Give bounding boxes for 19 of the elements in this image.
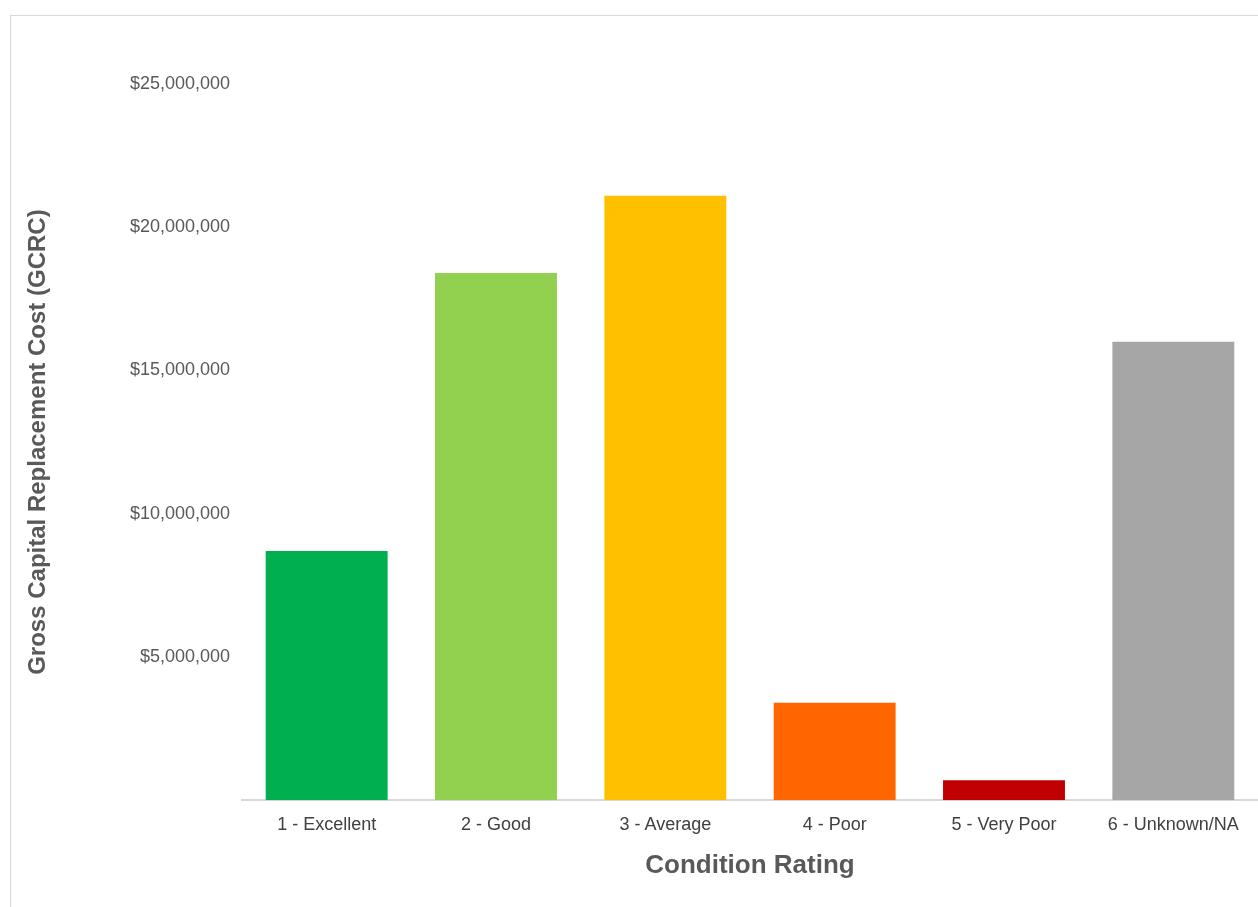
bar bbox=[1112, 341, 1235, 801]
bar bbox=[773, 702, 896, 801]
y-tick-label: $20,000,000 bbox=[129, 216, 230, 237]
x-tick-label: 5 - Very Poor bbox=[951, 813, 1057, 834]
x-tick-label: 6 - Unknown/NA bbox=[1107, 813, 1239, 834]
bar bbox=[435, 273, 557, 801]
x-tick-label: 2 - Good bbox=[460, 813, 532, 834]
y-tick-label: $10,000,000 bbox=[129, 502, 230, 523]
bar bbox=[265, 550, 388, 801]
y-tick-label: $15,000,000 bbox=[129, 359, 230, 380]
y-tick-label: $5,000,000 bbox=[139, 645, 230, 666]
y-axis-title: Gross Capital Replacement Cost (GCRC) bbox=[23, 209, 51, 675]
bar bbox=[604, 195, 727, 801]
x-tick-label: 1 - Excellent bbox=[277, 813, 377, 834]
y-tick-label: $25,000,000 bbox=[129, 72, 230, 93]
x-axis-title: Condition Rating bbox=[645, 848, 855, 879]
x-tick-label: 3 - Average bbox=[619, 813, 712, 834]
bar bbox=[943, 780, 1065, 801]
x-tick-label: 4 - Poor bbox=[802, 813, 867, 834]
